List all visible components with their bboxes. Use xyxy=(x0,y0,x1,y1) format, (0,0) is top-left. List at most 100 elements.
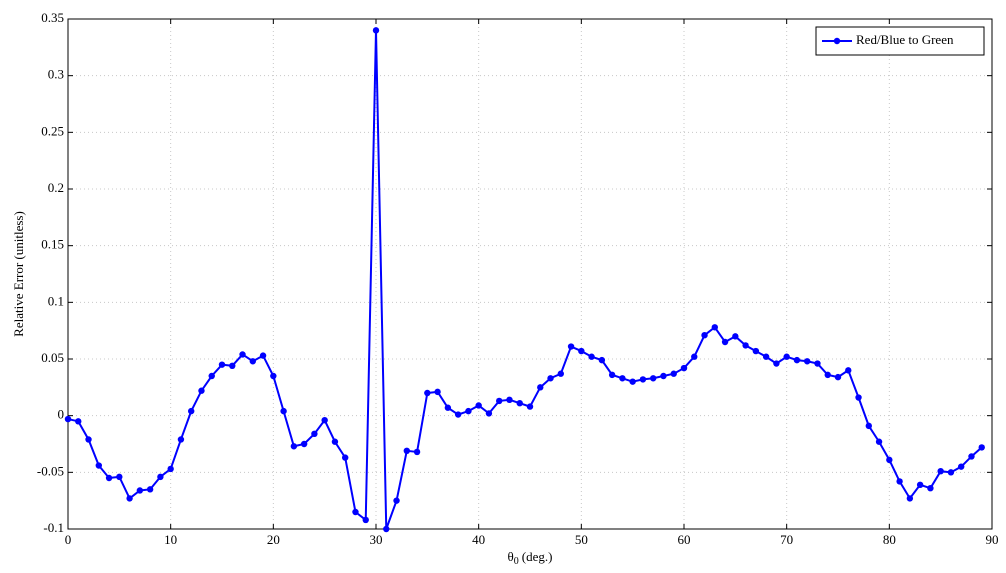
x-label-unit: (deg.) xyxy=(522,549,553,564)
y-tick-label: -0.05 xyxy=(37,463,64,478)
data-point xyxy=(639,376,647,383)
data-point xyxy=(814,360,821,367)
x-tick-label: 60 xyxy=(678,532,691,547)
data-point xyxy=(824,371,831,379)
data-point xyxy=(865,422,872,430)
data-point xyxy=(95,462,103,469)
data-point xyxy=(116,473,123,481)
data-point xyxy=(701,332,708,339)
data-point xyxy=(598,356,606,364)
y-tick-label: 0.15 xyxy=(41,237,64,252)
data-point xyxy=(177,436,185,443)
data-point xyxy=(75,418,82,425)
data-point xyxy=(259,352,267,359)
legend: Red/Blue to Green xyxy=(815,26,985,56)
data-point xyxy=(886,456,893,464)
data-point xyxy=(660,372,667,380)
x-label-subscript: 0 xyxy=(514,556,519,567)
data-point xyxy=(742,342,749,349)
data-point xyxy=(126,495,133,502)
data-point xyxy=(311,430,318,437)
data-point xyxy=(927,485,934,492)
data-point xyxy=(916,481,924,488)
data-point xyxy=(752,347,760,355)
data-point xyxy=(444,404,452,411)
data-point xyxy=(516,400,523,407)
data-point xyxy=(804,358,811,365)
data-point xyxy=(188,407,195,415)
x-tick-label: 0 xyxy=(65,532,72,547)
data-point xyxy=(475,402,482,409)
y-tick-label: 0.2 xyxy=(48,180,64,195)
data-point xyxy=(783,353,790,360)
data-point xyxy=(845,367,852,374)
data-point xyxy=(280,407,287,415)
data-point xyxy=(855,394,862,401)
data-point xyxy=(937,468,944,475)
data-point xyxy=(239,351,246,358)
data-point xyxy=(454,411,462,418)
y-tick-label: 0.3 xyxy=(48,67,64,82)
y-tick-label: 0.35 xyxy=(41,10,64,25)
data-point xyxy=(721,338,729,346)
data-point xyxy=(167,465,174,473)
x-tick-label: 80 xyxy=(883,532,896,547)
data-point xyxy=(711,324,718,331)
y-tick-label: 0 xyxy=(58,407,65,422)
data-point xyxy=(208,372,215,380)
plot-frame xyxy=(67,18,993,530)
data-point xyxy=(331,438,339,445)
data-point xyxy=(300,440,308,448)
x-tick-label: 90 xyxy=(986,532,999,547)
y-axis-label: Relative Error (unitless) xyxy=(11,211,26,337)
data-point xyxy=(650,375,657,382)
data-point xyxy=(732,333,739,340)
data-point xyxy=(85,436,92,443)
data-point xyxy=(578,347,585,355)
legend-marker xyxy=(833,37,841,45)
data-point xyxy=(64,415,72,423)
data-point xyxy=(968,453,975,460)
data-point xyxy=(947,469,955,476)
data-point xyxy=(290,443,298,450)
data-point xyxy=(105,474,113,482)
data-point xyxy=(424,389,431,397)
data-point xyxy=(383,525,390,533)
data-point xyxy=(136,487,144,494)
data-point xyxy=(465,407,472,415)
data-point xyxy=(270,372,277,380)
data-point xyxy=(896,478,903,485)
x-label-symbol: θ xyxy=(508,549,514,564)
x-tick-label: 70 xyxy=(780,532,793,547)
data-point xyxy=(485,410,493,417)
data-point xyxy=(362,516,369,524)
data-point xyxy=(978,444,985,451)
data-point xyxy=(629,378,636,385)
x-tick-label: 20 xyxy=(267,532,280,547)
data-point xyxy=(249,358,256,365)
data-point xyxy=(958,463,965,470)
data-point xyxy=(762,353,770,360)
data-point xyxy=(198,387,205,394)
data-point xyxy=(434,388,441,396)
y-tick-label: 0.25 xyxy=(41,123,64,138)
data-point xyxy=(557,370,564,377)
x-tick-label: 50 xyxy=(575,532,588,547)
data-point xyxy=(413,448,421,456)
y-tick-label: -0.1 xyxy=(43,520,64,535)
data-point xyxy=(342,454,349,461)
data-point xyxy=(537,384,544,391)
data-point xyxy=(321,417,328,424)
data-point xyxy=(691,353,698,360)
x-tick-label: 30 xyxy=(370,532,383,547)
data-point xyxy=(403,447,410,454)
data-point xyxy=(834,373,842,381)
data-point xyxy=(619,375,626,382)
data-point xyxy=(773,360,780,367)
data-point xyxy=(547,375,554,382)
x-axis-label: θ0 (deg.) xyxy=(508,549,553,567)
data-point xyxy=(567,343,575,350)
